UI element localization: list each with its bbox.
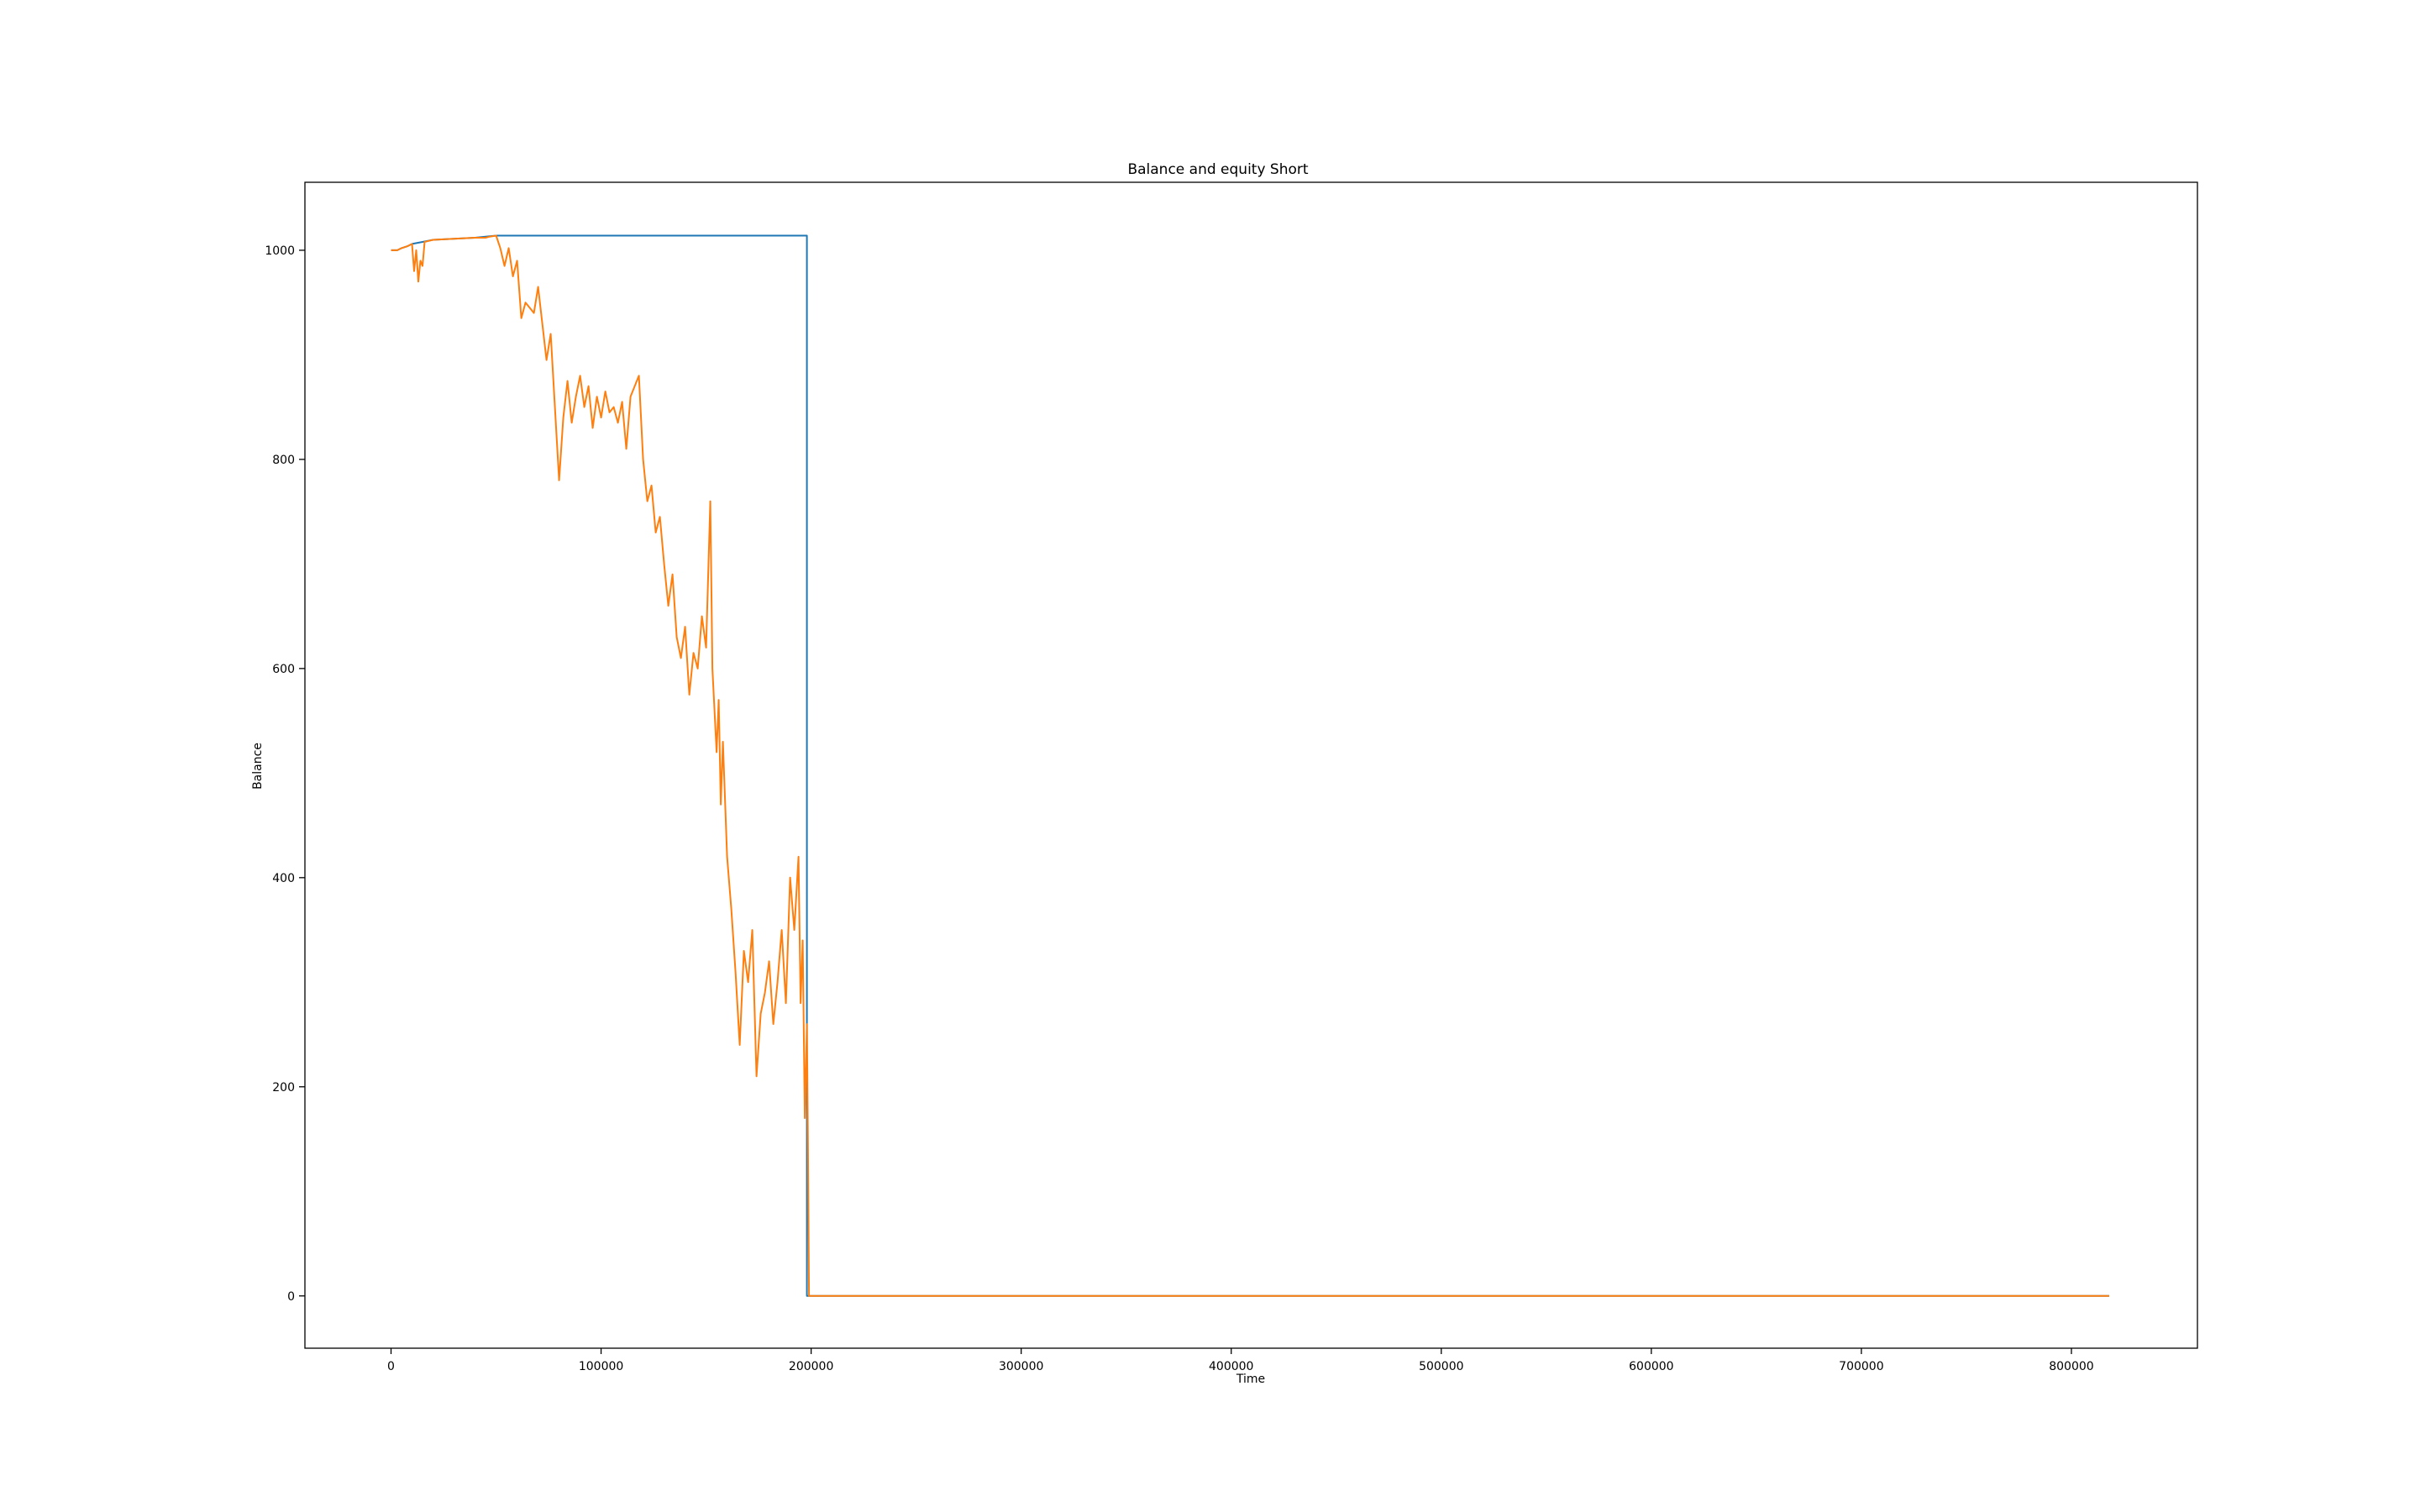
plot-frame xyxy=(304,181,2198,1349)
x-tick-label: 0 xyxy=(387,1360,395,1373)
x-tick-label: 300000 xyxy=(999,1360,1043,1373)
x-tick-label: 600000 xyxy=(1629,1360,1673,1373)
chart-title: Balance and equity Short xyxy=(1127,161,1308,178)
y-axis-label: Balance xyxy=(251,743,265,790)
x-axis: 0 100000 200000 300000 400000 500000 600000 700… xyxy=(387,1348,2094,1373)
x-tick-label: 700000 xyxy=(1839,1360,1883,1373)
x-tick-label: 400000 xyxy=(1209,1360,1253,1373)
x-tick-label: 500000 xyxy=(1419,1360,1463,1373)
series-line-1 xyxy=(391,234,2109,1297)
x-tick-label: 100000 xyxy=(579,1360,623,1373)
x-tick-label: 200000 xyxy=(789,1360,833,1373)
y-tick-label: 1000 xyxy=(265,244,295,258)
x-axis-label: Time xyxy=(1236,1373,1265,1386)
y-tick-label: 600 xyxy=(272,663,295,676)
y-tick-label: 0 xyxy=(287,1290,295,1304)
series-line-2 xyxy=(391,234,2109,1297)
y-axis: 0 200 400 600 800 1000 xyxy=(265,244,305,1304)
x-tick-label: 800000 xyxy=(2049,1360,2093,1373)
y-tick-label: 800 xyxy=(272,454,295,467)
y-tick-label: 400 xyxy=(272,872,295,885)
series-lines xyxy=(391,234,2109,1297)
y-tick-label: 200 xyxy=(272,1081,295,1095)
